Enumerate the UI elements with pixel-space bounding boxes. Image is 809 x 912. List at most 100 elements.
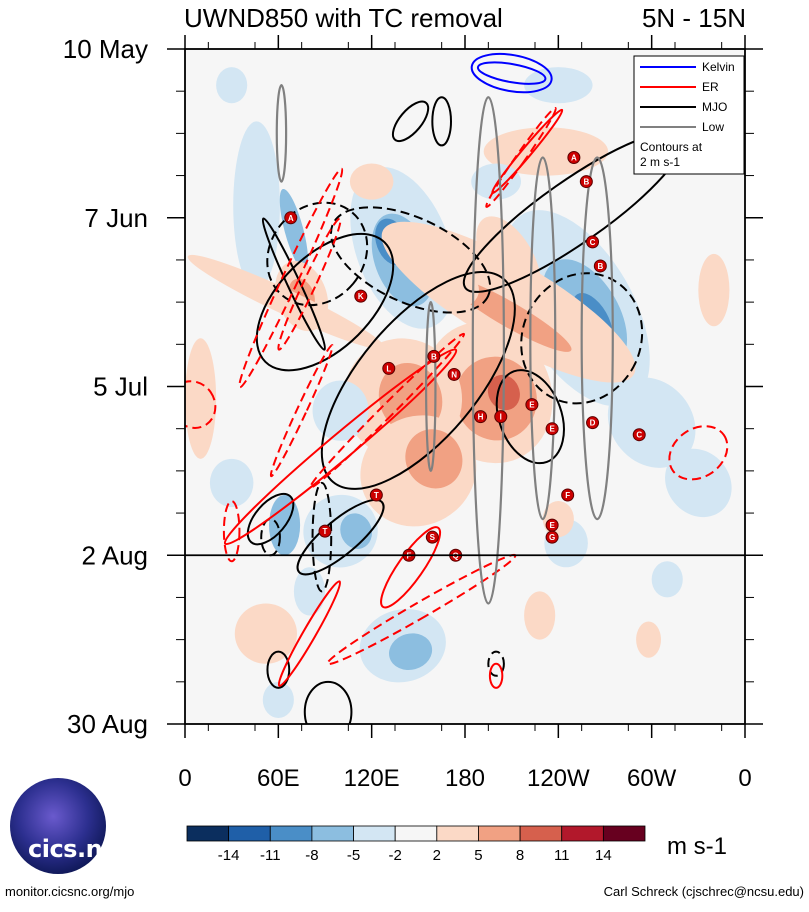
legend-box (633, 55, 745, 175)
anomaly-patch (665, 448, 732, 518)
er-contour (222, 500, 241, 563)
mjo-contour (311, 481, 333, 593)
tc-marker-label: C (590, 238, 596, 247)
footer-author: Carl Schreck (cjschrec@ncsu.edu) (603, 884, 804, 899)
colorbar-swatch (311, 825, 354, 842)
colorbar-level-label: 8 (516, 847, 524, 864)
tc-marker-label: T (374, 491, 379, 500)
tc-marker-label: N (451, 370, 457, 379)
mjo-contour (495, 369, 565, 465)
kelvin-contour (476, 61, 547, 85)
tc-marker-label: H (478, 413, 484, 422)
mjo-contour (266, 650, 291, 689)
tc-marker-label: S (430, 533, 436, 542)
mjo-contour (487, 650, 505, 677)
anomaly-patch (187, 254, 385, 350)
tc-marker-label: D (590, 419, 596, 428)
tc-marker-label: L (386, 364, 391, 373)
tc-marker-label: E (549, 425, 555, 434)
anomaly-patch (698, 253, 730, 327)
er-contour (277, 580, 342, 687)
mjo-contour (246, 492, 295, 546)
y-tick-label: 30 Aug (67, 709, 148, 739)
anomaly-patch (262, 681, 294, 718)
tc-marker (593, 259, 607, 273)
mjo-contour (266, 201, 369, 307)
tc-marker-label: A (571, 153, 577, 162)
tc-marker (567, 150, 581, 164)
mjo-contour (431, 96, 452, 147)
er-contour (185, 380, 217, 429)
low-contour (471, 96, 505, 605)
tc-marker (586, 416, 600, 430)
tc-marker (579, 175, 593, 189)
tc-marker (494, 410, 508, 424)
filtered-contours (185, 52, 729, 724)
anomaly-patch (233, 121, 280, 291)
colorbar-swatch (561, 825, 604, 842)
tc-marker (354, 289, 368, 303)
mjo-contour (255, 232, 395, 372)
er-contour (269, 344, 334, 478)
colorbar-swatch (519, 825, 563, 842)
anomaly-patch (279, 188, 309, 271)
tc-marker (586, 235, 600, 249)
x-tick-label: 120W (527, 765, 590, 792)
tc-marker-label: I (500, 413, 502, 422)
tc-marker (525, 398, 539, 412)
anomaly-patch (349, 163, 394, 200)
tc-marker (382, 361, 396, 375)
tc-marker-label: F (565, 491, 570, 500)
legend-mjo-label: MJO (702, 100, 727, 114)
tc-marker (561, 488, 575, 502)
mjo-contour (391, 100, 430, 143)
anomaly-patch (234, 603, 297, 664)
tc-marker (318, 524, 332, 538)
low-contour (275, 84, 288, 183)
tc-marker (369, 488, 383, 502)
colorbar-level-label: 11 (554, 847, 570, 864)
anomaly-patch (636, 621, 661, 658)
y-tick-label: 10 May (63, 34, 148, 64)
low-contour (580, 156, 614, 521)
colorbar-swatch (478, 825, 521, 842)
legend-kelvin-label: Kelvin (702, 60, 735, 74)
x-tick-label: 60E (257, 765, 300, 792)
cicsnc-logo-text: cics.nc (28, 835, 116, 863)
colorbar: -14 -11 -8 -5 -2 2 5 8 11 14 (186, 825, 646, 864)
colorbar-swatch (602, 825, 646, 842)
tc-marker (427, 349, 441, 363)
tc-marker-label: K (358, 292, 364, 301)
tc-marker (284, 211, 298, 225)
anomaly-patch (209, 458, 254, 508)
colorbar-level-label: -14 (218, 847, 240, 864)
colorbar-swatch (394, 825, 438, 842)
tc-marker (545, 422, 559, 436)
mjo-contour (329, 206, 492, 314)
tc-marker-label: E (529, 401, 535, 410)
anomaly-patch (471, 163, 521, 200)
x-tick-label: 180 (445, 765, 485, 792)
tc-marker (447, 367, 461, 381)
colorbar-level-label: 5 (474, 847, 482, 864)
colorbar-swatch (186, 825, 230, 842)
chart-title-left: UWND850 with TC removal (184, 3, 503, 33)
kelvin-contour (470, 52, 553, 94)
tc-marker-label: G (549, 533, 555, 542)
anomaly-patch (389, 633, 433, 671)
x-tick-label: 60W (627, 765, 677, 792)
legend-note-line2: 2 m s-1 (640, 155, 680, 169)
er-contour (488, 662, 504, 689)
legend-note-line1: Contours at (640, 140, 703, 154)
colorbar-level-label: 2 (433, 847, 441, 864)
y-tick-label: 7 Jun (84, 203, 148, 233)
er-contour (380, 526, 442, 609)
legend: Kelvin ER MJO Low Contours at 2 m s-1 (633, 55, 745, 175)
colorbar-units: m s-1 (667, 833, 727, 860)
footer-source-url: monitor.cicsnc.org/mjo (5, 884, 135, 899)
tc-marker (632, 428, 646, 442)
mjo-contour (303, 680, 353, 724)
tc-marker-label: E (549, 521, 555, 530)
colorbar-level-label: -2 (389, 847, 402, 864)
